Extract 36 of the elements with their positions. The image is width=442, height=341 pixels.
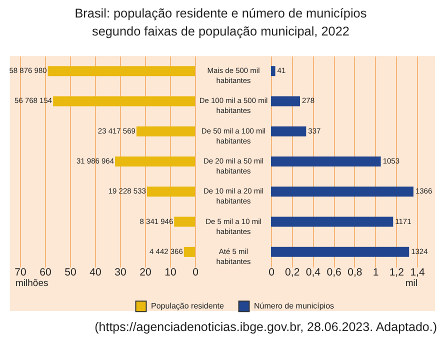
x-tick-label: 0,4 — [306, 266, 321, 278]
bar — [53, 96, 195, 106]
x-tick-label: 0 — [192, 266, 199, 278]
bar — [271, 126, 306, 136]
x-tick-label: 60 — [40, 266, 52, 278]
text: (https://agenciadenoticias.ibge.gov.br, 28.06.2023. Adaptado.) — [94, 320, 437, 335]
x-tick-label: 50 — [64, 266, 76, 278]
x-tick-label: 1 — [372, 266, 379, 278]
bar — [271, 96, 300, 106]
x-tick-label: 70 — [14, 266, 26, 278]
x-tick-label: 1,2 — [389, 266, 404, 278]
bar — [271, 216, 394, 227]
x-axis-title: mil — [405, 278, 418, 289]
x-tick-label: 1,4 — [410, 266, 425, 278]
x-tick-label: 0,2 — [285, 266, 300, 278]
bar — [115, 156, 195, 167]
x-tick-label: 0 — [268, 266, 275, 278]
bar — [48, 66, 195, 76]
x-tick-label: 0,8 — [348, 266, 362, 278]
legend-label: População residente — [151, 301, 224, 310]
chart-title: Brasil: população residente e número de municípios segundo faixas de população municipal, 2022 — [74, 6, 367, 38]
bar — [271, 66, 276, 76]
legend-label: Número de municípios — [254, 301, 334, 310]
bar — [184, 246, 195, 257]
x-tick-label: 20 — [140, 266, 152, 278]
bar — [146, 186, 195, 197]
bar — [174, 216, 195, 227]
bar — [271, 156, 381, 167]
x-tick-label: 40 — [90, 266, 102, 278]
x-tick-label: 30 — [114, 266, 126, 278]
bar — [271, 246, 410, 257]
x-tick-label: 0,6 — [326, 266, 342, 278]
x-axis-title: milhões — [16, 278, 48, 289]
bar — [271, 186, 414, 197]
bar — [136, 126, 195, 136]
x-tick-label: 10 — [164, 266, 176, 278]
